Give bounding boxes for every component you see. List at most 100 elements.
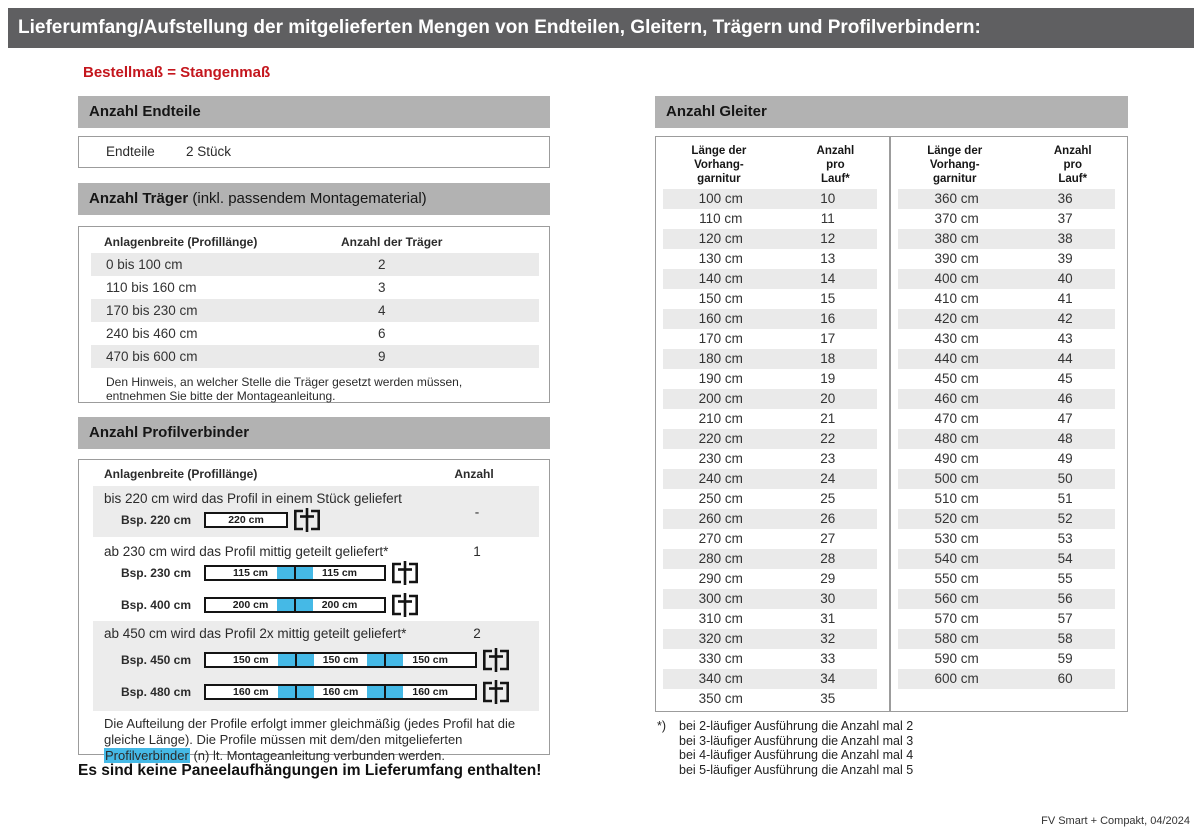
gleiter-row: 450 cm 45 (898, 369, 1115, 389)
gleiter-row: 240 cm 24 (663, 469, 877, 489)
gleiter-count: 13 (820, 251, 836, 266)
gleiter-count: 54 (1057, 551, 1073, 566)
footnote-text: bei 3-läufiger Ausführung die Anzahl mal… (679, 733, 914, 748)
gleiter-length: 260 cm (698, 511, 743, 526)
gleiter-row: 280 cm 28 (663, 549, 877, 569)
example-label: Bsp. 230 cm (120, 566, 191, 580)
profilverbinder-table-header: Anlagenbreite (Profillänge) Anzahl (79, 460, 549, 486)
traeger-range: 0 bis 100 cm (106, 257, 183, 272)
profilverbinder-cases: bis 220 cm wird das Profil in einem Stüc… (79, 486, 549, 711)
gleiter-row: 130 cm 13 (663, 249, 877, 269)
gleiter-count: 21 (820, 411, 836, 426)
endteile-value: 2 Stück (186, 144, 232, 159)
footnote-line: bei 4-läufiger Ausführung die Anzahl mal… (657, 748, 913, 763)
gleiter-count: 10 (820, 191, 836, 206)
profile-bar: 200 cm 200 cm (204, 597, 386, 613)
gleiter-count: 37 (1057, 211, 1073, 226)
gleiter-row: 350 cm 35 (663, 689, 877, 709)
gleiter-row: 500 cm 50 (898, 469, 1115, 489)
case-description: ab 450 cm wird das Profil 2x mittig gete… (104, 626, 407, 641)
gleiter-count: 47 (1057, 411, 1073, 426)
section-header-gleiter-label: Anzahl Gleiter (666, 103, 767, 120)
gleiter-length: 300 cm (698, 591, 743, 606)
gleiter-row: 390 cm 39 (898, 249, 1115, 269)
traeger-count: 4 (378, 303, 386, 318)
gleiter-row: 440 cm 44 (898, 349, 1115, 369)
gleiter-length: 140 cm (698, 271, 743, 286)
profilverbinder-note-part1: Die Aufteilung der Profile erfolgt immer… (104, 716, 516, 747)
gleiter-row: 230 cm 23 (663, 449, 877, 469)
gleiter-row: 300 cm 30 (663, 589, 877, 609)
gleiter-length: 370 cm (934, 211, 979, 226)
joint-line (384, 652, 387, 668)
gleiter-length: 170 cm (698, 331, 743, 346)
gleiter-row: 340 cm 34 (663, 669, 877, 689)
footnote-marker (657, 748, 679, 763)
endteile-label: Endteile (106, 144, 155, 159)
gleiter-left-header: Länge der Vorhang- garnitur Anzahl pro L… (656, 137, 889, 189)
gleiter-count: 59 (1057, 651, 1073, 666)
gleiter-count: 25 (820, 491, 836, 506)
gleiter-count: 46 (1057, 391, 1073, 406)
gleiter-left-rows: 100 cm 10 110 cm 11 120 cm 12 130 cm 13 140 cm 14… (656, 189, 889, 709)
profile-end-icon (392, 593, 418, 617)
gleiter-count: 56 (1057, 591, 1073, 606)
gleiter-row: 560 cm 56 (898, 589, 1115, 609)
section-header-profilverbinder-label: Anzahl Profilverbinder (89, 424, 250, 441)
traeger-row: 110 bis 160 cm 3 (91, 276, 539, 299)
gleiter-row: 540 cm 54 (898, 549, 1115, 569)
gleiter-row: 160 cm 16 (663, 309, 877, 329)
profile-example: Bsp. 480 cm 160 cm 160 cm 160 cm (93, 680, 539, 704)
page-title: Lieferumfang/Aufstellung der mitgeliefer… (18, 17, 981, 38)
gleiter-count: 36 (1057, 191, 1073, 206)
gleiter-count: 27 (820, 531, 836, 546)
gleiter-length: 410 cm (934, 291, 979, 306)
gleiter-count: 12 (820, 231, 836, 246)
gleiter-row: 480 cm 48 (898, 429, 1115, 449)
gleiter-row: 380 cm 38 (898, 229, 1115, 249)
gleiter-count: 24 (820, 471, 836, 486)
traeger-col-anzahl: Anzahl der Träger (341, 235, 443, 249)
gleiter-length: 110 cm (699, 211, 743, 226)
gleiter-length: 160 cm (698, 311, 743, 326)
gleiter-length: 570 cm (934, 611, 979, 626)
example-label: Bsp. 400 cm (120, 598, 191, 612)
joint-line (294, 565, 296, 581)
gleiter-count: 29 (820, 571, 836, 586)
traeger-range: 240 bis 460 cm (106, 326, 198, 341)
section-header-traeger-bold: Anzahl Träger (89, 190, 189, 207)
traeger-range: 170 bis 230 cm (106, 303, 198, 318)
segment-length: 150 cm (233, 654, 269, 666)
gleiter-length: 390 cm (934, 251, 979, 266)
gleiter-row: 330 cm 33 (663, 649, 877, 669)
traeger-table-header: Anlagenbreite (Profillänge) Anzahl der T… (79, 227, 549, 253)
profile-example: Bsp. 230 cm 115 cm 115 cm (93, 561, 539, 585)
gleiter-length: 320 cm (698, 631, 743, 646)
segment-length: 160 cm (233, 686, 269, 698)
profile-end-icon (294, 508, 320, 532)
title-bar: Lieferumfang/Aufstellung der mitgeliefer… (8, 8, 1194, 48)
section-header-profilverbinder: Anzahl Profilverbinder (78, 417, 550, 449)
traeger-row: 170 bis 230 cm 4 (91, 299, 539, 322)
gleiter-row: 460 cm 46 (898, 389, 1115, 409)
joint-line (294, 597, 296, 613)
example-label: Bsp. 450 cm (120, 653, 191, 667)
gleiter-count: 15 (820, 291, 836, 306)
gleiter-right-header: Länge der Vorhang- garnitur Anzahl pro L… (891, 137, 1127, 189)
gleiter-length: 490 cm (934, 451, 979, 466)
gleiter-count: 44 (1057, 351, 1073, 366)
gleiter-row: 410 cm 41 (898, 289, 1115, 309)
gleiter-row: 270 cm 27 (663, 529, 877, 549)
gleiter-length: 440 cm (934, 351, 979, 366)
gleiter-length: 230 cm (698, 451, 743, 466)
gleiter-count: 22 (820, 431, 836, 446)
traeger-count: 9 (378, 349, 386, 364)
gleiter-count: 39 (1057, 251, 1073, 266)
endteile-box: Endteile 2 Stück (78, 136, 550, 168)
case-count: - (474, 504, 480, 519)
profile-end-icon-wrap (481, 648, 511, 672)
gleiter-length: 540 cm (934, 551, 979, 566)
gleiter-count: 30 (820, 591, 836, 606)
gleiter-row: 600 cm 60 (898, 669, 1115, 689)
gleiter-row: 590 cm 59 (898, 649, 1115, 669)
